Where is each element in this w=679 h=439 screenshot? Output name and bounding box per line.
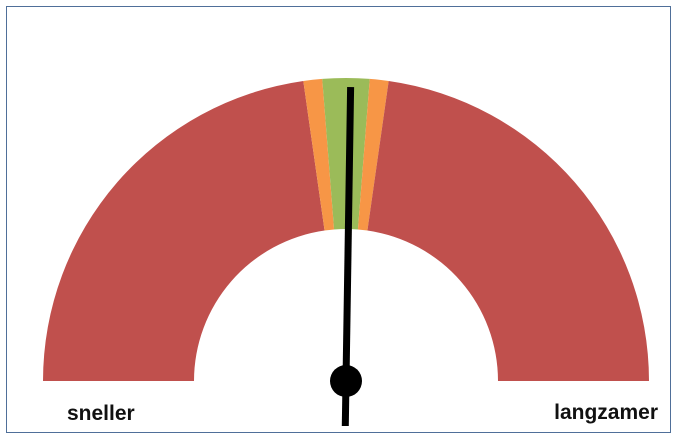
gauge-segment-3 [357,78,389,231]
gauge-segment-2 [322,78,370,230]
gauge-segment-4 [367,81,649,382]
gauge-segment-0 [43,81,325,382]
label-right: langzamer [554,401,658,424]
gauge-needle-hub [330,365,362,397]
gauge-segments [43,78,649,382]
label-left: sneller [67,402,135,425]
gauge-segment-1 [303,78,335,231]
